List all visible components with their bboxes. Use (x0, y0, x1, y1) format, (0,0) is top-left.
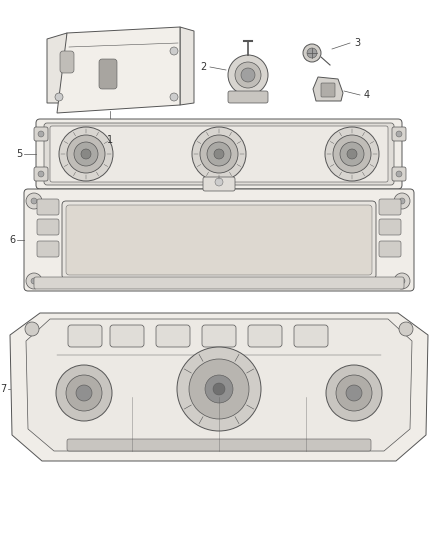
Circle shape (205, 375, 233, 403)
Circle shape (394, 273, 410, 289)
FancyBboxPatch shape (60, 51, 74, 73)
Circle shape (170, 47, 178, 55)
Circle shape (399, 198, 405, 204)
Circle shape (177, 347, 261, 431)
FancyBboxPatch shape (392, 167, 406, 181)
Circle shape (200, 135, 238, 173)
FancyBboxPatch shape (37, 199, 59, 215)
Circle shape (56, 365, 112, 421)
Circle shape (326, 365, 382, 421)
Circle shape (333, 135, 371, 173)
FancyBboxPatch shape (34, 277, 404, 289)
Circle shape (31, 198, 37, 204)
Text: 1: 1 (107, 135, 113, 145)
FancyBboxPatch shape (321, 83, 335, 97)
Circle shape (307, 48, 317, 58)
Text: 6: 6 (9, 235, 15, 245)
FancyBboxPatch shape (50, 126, 388, 182)
Circle shape (396, 171, 402, 177)
FancyBboxPatch shape (203, 177, 235, 191)
Circle shape (325, 127, 379, 181)
Circle shape (192, 127, 246, 181)
FancyBboxPatch shape (379, 219, 401, 235)
FancyBboxPatch shape (24, 189, 414, 291)
FancyBboxPatch shape (36, 119, 402, 189)
FancyBboxPatch shape (228, 91, 268, 103)
Polygon shape (57, 27, 180, 113)
FancyBboxPatch shape (37, 241, 59, 257)
FancyBboxPatch shape (294, 325, 328, 347)
Text: 4: 4 (364, 90, 370, 100)
FancyBboxPatch shape (99, 59, 117, 89)
Polygon shape (180, 27, 194, 105)
Circle shape (26, 193, 42, 209)
Polygon shape (47, 33, 67, 103)
FancyBboxPatch shape (62, 201, 376, 279)
Circle shape (346, 385, 362, 401)
Polygon shape (313, 77, 343, 101)
FancyBboxPatch shape (156, 325, 190, 347)
FancyBboxPatch shape (34, 127, 48, 141)
Circle shape (81, 149, 91, 159)
FancyBboxPatch shape (202, 325, 236, 347)
FancyBboxPatch shape (110, 325, 144, 347)
Polygon shape (10, 313, 428, 461)
Circle shape (31, 278, 37, 284)
Circle shape (347, 149, 357, 159)
Circle shape (228, 55, 268, 95)
Circle shape (189, 359, 249, 419)
Circle shape (59, 127, 113, 181)
Text: 7: 7 (0, 384, 6, 394)
FancyBboxPatch shape (67, 439, 371, 451)
FancyBboxPatch shape (68, 325, 102, 347)
Circle shape (399, 278, 405, 284)
Circle shape (214, 149, 224, 159)
FancyBboxPatch shape (34, 167, 48, 181)
Circle shape (38, 171, 44, 177)
Circle shape (74, 142, 98, 166)
Circle shape (66, 375, 102, 411)
FancyBboxPatch shape (392, 127, 406, 141)
FancyBboxPatch shape (248, 325, 282, 347)
Circle shape (394, 193, 410, 209)
Circle shape (38, 131, 44, 137)
Circle shape (241, 68, 255, 82)
Circle shape (67, 135, 105, 173)
FancyBboxPatch shape (66, 205, 372, 275)
Circle shape (213, 383, 225, 395)
FancyBboxPatch shape (379, 199, 401, 215)
Polygon shape (26, 319, 412, 451)
FancyBboxPatch shape (37, 219, 59, 235)
Circle shape (396, 131, 402, 137)
Circle shape (25, 322, 39, 336)
Circle shape (76, 385, 92, 401)
FancyBboxPatch shape (44, 123, 394, 185)
Text: 3: 3 (354, 38, 360, 48)
Circle shape (399, 322, 413, 336)
Circle shape (55, 93, 63, 101)
Circle shape (207, 142, 231, 166)
Circle shape (235, 62, 261, 88)
Text: 5: 5 (16, 149, 22, 159)
Circle shape (340, 142, 364, 166)
Text: 2: 2 (200, 62, 206, 72)
Circle shape (303, 44, 321, 62)
Circle shape (170, 93, 178, 101)
Circle shape (26, 273, 42, 289)
FancyBboxPatch shape (379, 241, 401, 257)
Circle shape (336, 375, 372, 411)
Circle shape (215, 178, 223, 186)
